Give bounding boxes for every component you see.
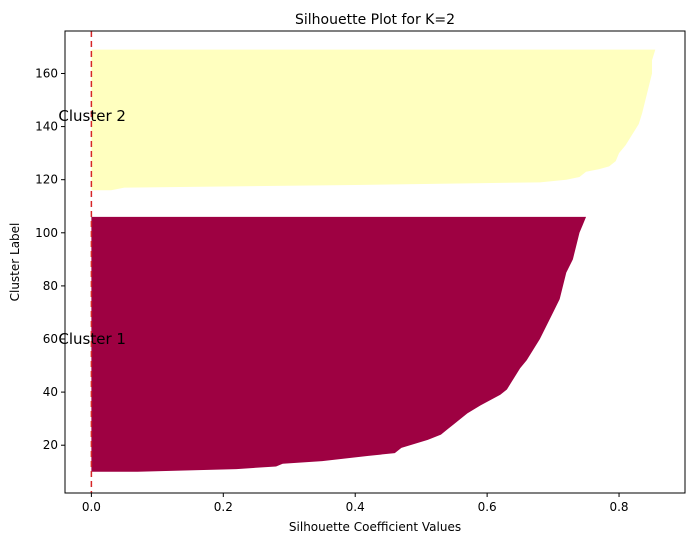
y-tick-label: 160 xyxy=(35,66,58,80)
x-axis: 0.0 0.2 0.4 0.6 0.8 xyxy=(82,493,629,514)
x-tick-label: 0.8 xyxy=(609,500,628,514)
y-tick-label: 40 xyxy=(43,385,58,399)
cluster-1-fill xyxy=(91,216,587,472)
cluster-labels: Cluster 1 Cluster 2 xyxy=(58,107,126,348)
chart-title: Silhouette Plot for K=2 xyxy=(295,12,455,28)
cluster-2-label: Cluster 2 xyxy=(58,107,126,125)
x-tick-label: 0.4 xyxy=(346,500,365,514)
x-tick-label: 0.6 xyxy=(478,500,497,514)
x-tick-label: 0.2 xyxy=(214,500,233,514)
x-axis-label: Silhouette Coefficient Values xyxy=(289,520,461,534)
cluster-2-fill xyxy=(91,49,656,191)
y-tick-label: 120 xyxy=(35,173,58,187)
x-tick-label: 0.0 xyxy=(82,500,101,514)
cluster-1-label: Cluster 1 xyxy=(58,330,126,348)
y-tick-label: 60 xyxy=(43,332,58,346)
y-tick-label: 20 xyxy=(43,438,58,452)
y-axis-label: Cluster Label xyxy=(8,223,22,302)
y-tick-label: 100 xyxy=(35,226,58,240)
plot-frame xyxy=(64,30,686,494)
y-tick-label: 80 xyxy=(43,279,58,293)
y-tick-label: 140 xyxy=(35,120,58,134)
y-axis: 20 40 60 80 100 120 140 160 xyxy=(35,66,65,452)
cluster-fills xyxy=(91,49,656,472)
